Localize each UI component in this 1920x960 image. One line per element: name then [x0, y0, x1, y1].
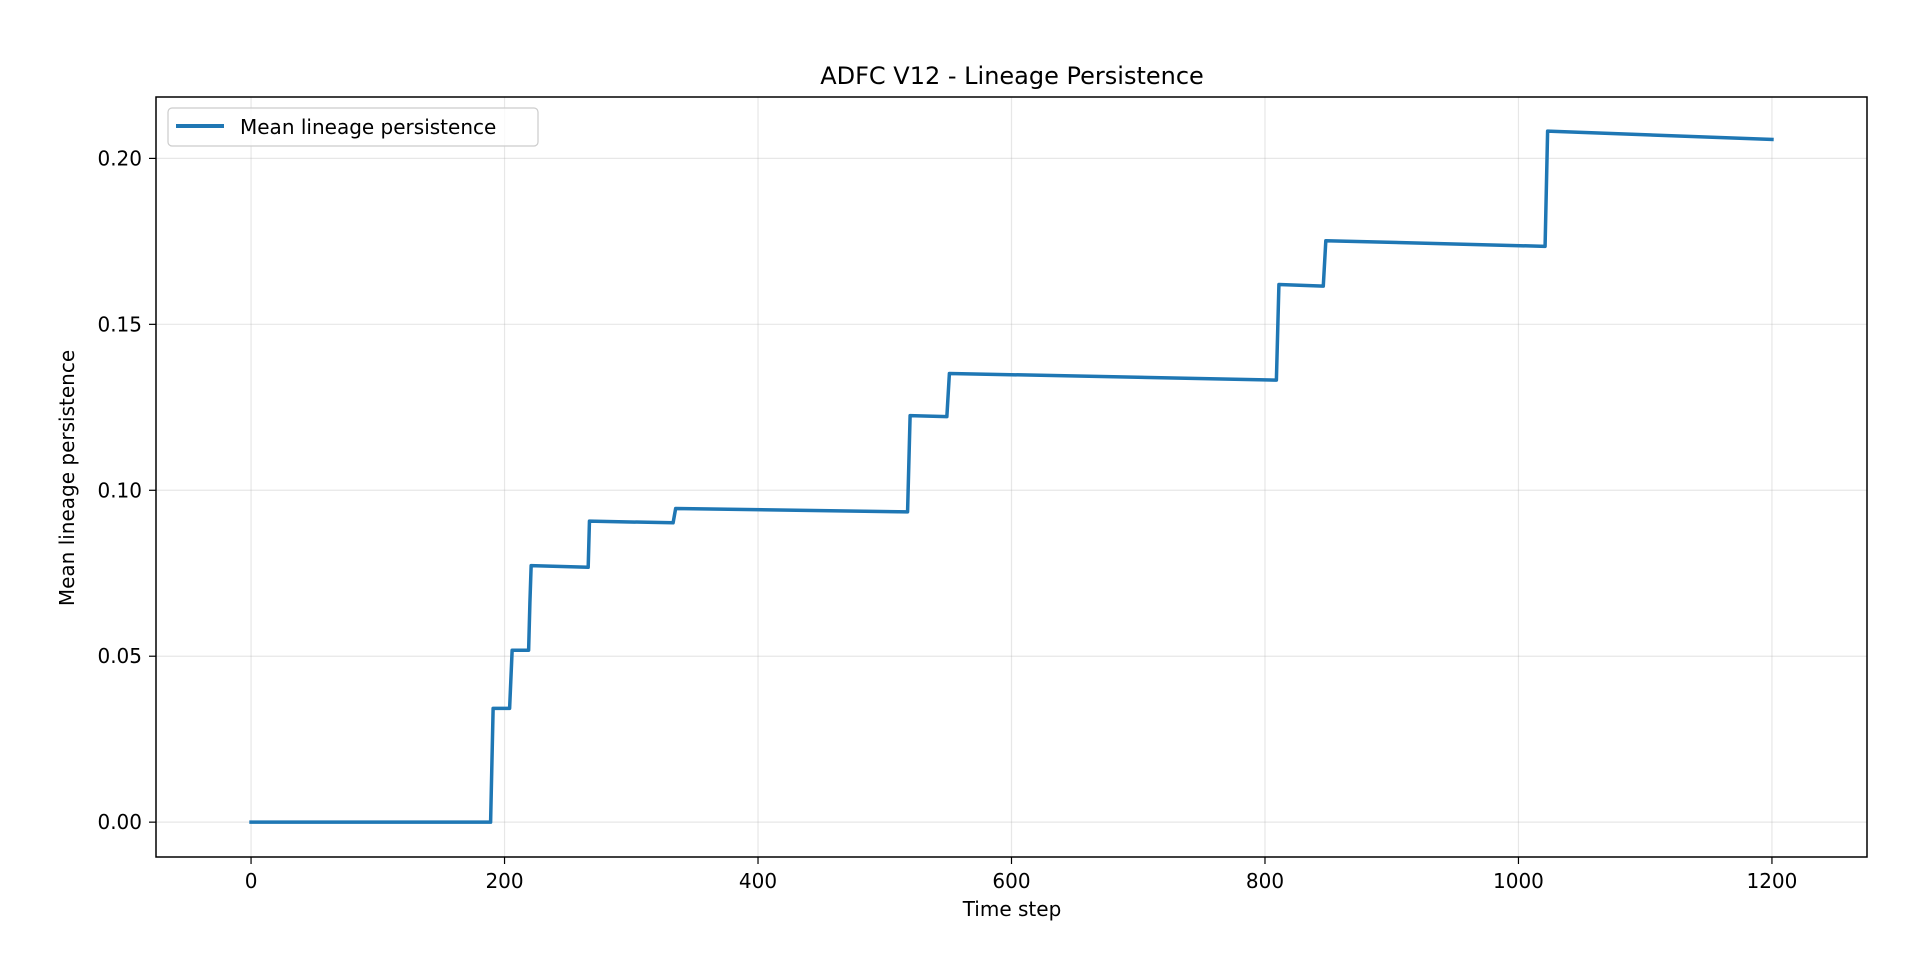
x-axis-label: Time step — [962, 897, 1062, 921]
chart-title: ADFC V12 - Lineage Persistence — [820, 62, 1204, 90]
y-tick-label: 0.10 — [97, 478, 142, 502]
x-tick-label: 800 — [1246, 869, 1284, 893]
x-tick-label: 1000 — [1493, 869, 1544, 893]
y-tick-label: 0.15 — [97, 312, 142, 336]
series-layer — [249, 129, 1774, 824]
x-tick-label: 600 — [992, 869, 1030, 893]
series-line-mean-lineage-persistence — [249, 129, 1774, 824]
legend: Mean lineage persistence — [167, 107, 539, 147]
legend-label-mean-lineage-persistence: Mean lineage persistence — [240, 115, 496, 139]
x-tick-label: 1200 — [1746, 869, 1797, 893]
y-tick-label: 0.20 — [97, 146, 142, 170]
axis-ticks: 0 200 400 600 800 1000 1200 0.00 0.05 0.10 0.15 0.2… — [97, 146, 1797, 893]
y-axis-label: Mean lineage persistence — [55, 350, 79, 606]
x-tick-label: 200 — [485, 869, 523, 893]
x-tick-label: 0 — [245, 869, 258, 893]
legend-box — [167, 107, 539, 147]
y-tick-label: 0.00 — [97, 810, 142, 834]
x-tick-label: 400 — [739, 869, 777, 893]
y-tick-label: 0.05 — [97, 644, 142, 668]
